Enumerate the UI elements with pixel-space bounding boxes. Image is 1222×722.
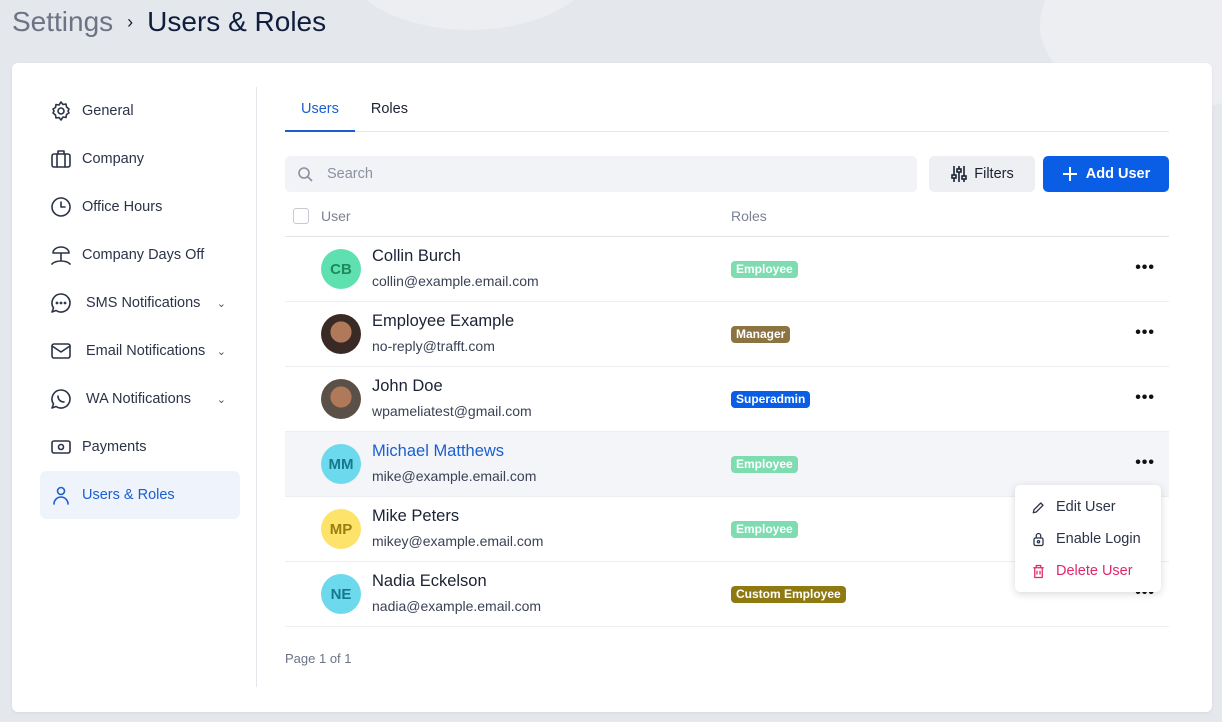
more-actions-icon[interactable]: •••	[1135, 389, 1155, 406]
sidebar-item-label: WA Notifications	[86, 391, 192, 407]
chevron-down-icon[interactable]: ⌄	[216, 345, 226, 358]
breadcrumb: Settings › Users & Roles	[12, 6, 326, 38]
table-row[interactable]: NE Nadia Eckelson nadia@example.email.co…	[285, 562, 1169, 627]
add-user-button[interactable]: Add User	[1043, 156, 1169, 192]
role-badge: Employee	[731, 456, 798, 473]
briefcase-icon	[51, 150, 71, 168]
search-input[interactable]: Search	[285, 156, 917, 192]
divider	[256, 87, 257, 687]
user-name[interactable]: Michael Matthews	[372, 442, 505, 460]
tabs: Users Roles	[285, 87, 1169, 132]
filters-button[interactable]: Filters	[929, 156, 1035, 192]
role-badge: Employee	[731, 521, 798, 538]
role-badge: Superadmin	[731, 391, 811, 408]
page-title: Users & Roles	[147, 6, 327, 37]
sidebar-item-users-roles[interactable]: Users & Roles	[40, 471, 240, 519]
user-icon	[53, 486, 69, 505]
breadcrumb-separator: ›	[127, 11, 134, 32]
user-context-menu: Edit User Enable Login Delete User	[1015, 485, 1161, 592]
select-all-checkbox[interactable]	[293, 208, 309, 224]
chevron-down-icon[interactable]: ⌄	[216, 297, 226, 310]
menu-item-enable-login[interactable]: Enable Login	[1015, 523, 1161, 555]
plus-icon	[1062, 167, 1077, 181]
avatar	[321, 314, 361, 354]
sidebar-item-office-hours[interactable]: Office Hours	[40, 183, 240, 231]
table-row[interactable]: John Doe wpameliatest@gmail.com Superadm…	[285, 367, 1169, 432]
user-email: wpameliatest@gmail.com	[372, 403, 532, 419]
role-badge: Custom Employee	[731, 586, 846, 603]
avatar: CB	[321, 249, 361, 289]
menu-item-edit-user[interactable]: Edit User	[1015, 491, 1161, 523]
user-name[interactable]: Nadia Eckelson	[372, 572, 487, 590]
avatar: NE	[321, 574, 361, 614]
sidebar-item-label: General	[82, 103, 134, 119]
avatar: MM	[321, 444, 361, 484]
more-actions-icon[interactable]: •••	[1135, 454, 1155, 471]
menu-item-label: Delete User	[1056, 563, 1133, 579]
menu-item-label: Enable Login	[1056, 531, 1141, 547]
table-row[interactable]: Employee Example no-reply@trafft.com Man…	[285, 302, 1169, 367]
table-row[interactable]: MP Mike Peters mikey@example.email.com E…	[285, 497, 1169, 562]
user-email: mikey@example.email.com	[372, 533, 544, 549]
menu-item-label: Edit User	[1056, 499, 1116, 515]
user-email: nadia@example.email.com	[372, 598, 542, 614]
table-row[interactable]: CB Collin Burch collin@example.email.com…	[285, 237, 1169, 302]
money-icon	[51, 440, 71, 454]
search-icon	[298, 167, 313, 182]
more-actions-icon[interactable]: •••	[1135, 324, 1155, 341]
table-header: User Roles	[285, 203, 1169, 237]
sliders-icon	[951, 166, 968, 182]
mail-icon	[51, 343, 71, 359]
sidebar-item-label: Company Days Off	[82, 247, 205, 263]
chevron-down-icon[interactable]: ⌄	[216, 393, 226, 406]
user-name[interactable]: Collin Burch	[372, 247, 461, 265]
avatar	[321, 379, 361, 419]
sidebar-item-wa-notifications[interactable]: WA Notifications ⌄	[40, 375, 240, 423]
chat-icon	[51, 293, 71, 313]
user-name[interactable]: John Doe	[372, 377, 443, 395]
lock-icon	[1033, 532, 1044, 546]
user-name[interactable]: Employee Example	[372, 312, 515, 330]
sidebar-item-payments[interactable]: Payments	[40, 423, 240, 471]
tab-users[interactable]: Users	[285, 87, 355, 132]
pencil-icon	[1032, 501, 1044, 513]
trash-icon	[1033, 564, 1044, 578]
user-email: collin@example.email.com	[372, 273, 539, 289]
user-name[interactable]: Mike Peters	[372, 507, 460, 525]
pagination: Page 1 of 1	[285, 651, 352, 666]
gear-icon	[52, 101, 70, 121]
sidebar-item-label: Email Notifications	[86, 343, 206, 359]
sidebar-item-company[interactable]: Company	[40, 135, 240, 183]
sidebar-item-general[interactable]: General	[40, 87, 240, 135]
beach-umbrella-icon	[51, 246, 71, 265]
sidebar-item-company-days-off[interactable]: Company Days Off	[40, 231, 240, 279]
user-email: mike@example.email.com	[372, 468, 537, 484]
sidebar-item-label: Users & Roles	[82, 487, 175, 503]
sidebar-item-label: SMS Notifications	[86, 295, 201, 311]
whatsapp-icon	[51, 389, 71, 409]
column-user: User	[321, 208, 351, 224]
sidebar-item-label: Company	[82, 151, 145, 167]
column-roles: Roles	[731, 208, 767, 224]
filters-label: Filters	[974, 166, 1014, 182]
avatar: MP	[321, 509, 361, 549]
sidebar-item-label: Office Hours	[82, 199, 163, 215]
user-email: no-reply@trafft.com	[372, 338, 495, 354]
add-user-label: Add User	[1085, 166, 1151, 182]
sidebar-item-sms-notifications[interactable]: SMS Notifications ⌄	[40, 279, 240, 327]
breadcrumb-settings[interactable]: Settings	[12, 6, 114, 37]
more-actions-icon[interactable]: •••	[1135, 259, 1155, 276]
search-placeholder: Search	[327, 166, 373, 182]
sidebar: General Company Office Hours Company Day…	[40, 87, 240, 519]
settings-card: General Company Office Hours Company Day…	[12, 63, 1212, 712]
sidebar-item-email-notifications[interactable]: Email Notifications ⌄	[40, 327, 240, 375]
role-badge: Manager	[731, 326, 791, 343]
role-badge: Employee	[731, 261, 798, 278]
sidebar-item-label: Payments	[82, 439, 147, 455]
tab-roles[interactable]: Roles	[370, 101, 408, 117]
menu-item-delete-user[interactable]: Delete User	[1015, 555, 1161, 587]
clock-icon	[51, 197, 71, 217]
